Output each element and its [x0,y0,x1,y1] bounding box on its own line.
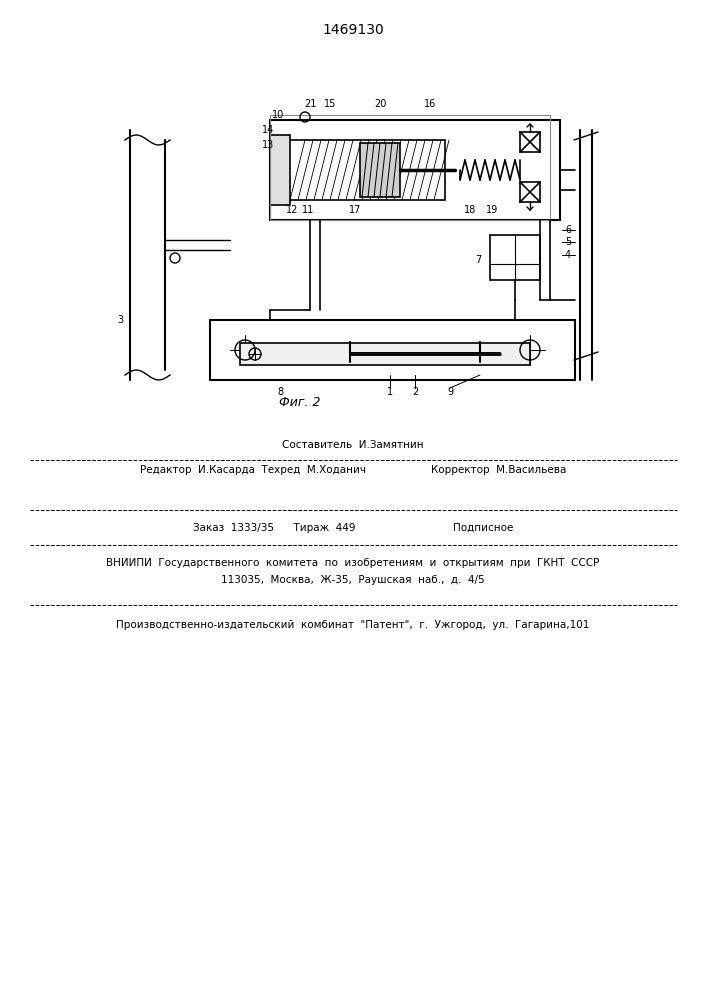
Text: 2: 2 [412,387,418,397]
Text: 9: 9 [447,387,453,397]
Bar [240,343,530,365]
Bar [270,115,550,220]
Text: 1469130: 1469130 [322,23,384,37]
Text: 113035,  Москва,  Ж-35,  Раушская  наб.,  д.  4/5: 113035, Москва, Ж-35, Раушская наб., д. … [221,575,485,585]
Text: 14: 14 [262,125,274,135]
Text: 12: 12 [286,205,298,215]
Bar [285,140,445,200]
Text: 13: 13 [262,140,274,150]
Text: 10: 10 [272,110,284,120]
Text: 17: 17 [349,205,361,215]
Text: 19: 19 [486,205,498,215]
Text: 15: 15 [324,99,337,109]
Text: Заказ  1333/35      Тираж  449                              Подписное: Заказ 1333/35 Тираж 449 Подписное [193,523,513,533]
Text: 8: 8 [277,387,283,397]
Text: 4: 4 [565,250,571,260]
Text: Фиг. 2: Фиг. 2 [279,395,321,408]
Text: 11: 11 [302,205,314,215]
Text: 3: 3 [117,315,123,325]
Text: 6: 6 [565,225,571,235]
Text: ВНИИПИ  Государственного  комитета  по  изобретениям  и  открытиям  при  ГКНТ  С: ВНИИПИ Государственного комитета по изоб… [106,558,600,568]
Bar [520,182,540,202]
Text: 21: 21 [304,99,316,109]
Bar [210,320,575,380]
Text: Редактор  И.Касарда  Техред  М.Ходанич                    Корректор  М.Васильева: Редактор И.Касарда Техред М.Ходанич Корр… [140,465,566,475]
Bar [270,135,290,205]
Text: 7: 7 [475,255,481,265]
Text: 16: 16 [424,99,436,109]
Text: 1: 1 [387,387,393,397]
Text: 20: 20 [374,99,386,109]
Bar [490,235,540,280]
Text: 5: 5 [565,237,571,247]
Text: 18: 18 [464,205,476,215]
Bar [360,143,400,197]
Bar [520,132,540,152]
Bar [270,120,560,220]
Text: Составитель  И.Замятнин: Составитель И.Замятнин [282,440,423,450]
Text: Производственно-издательский  комбинат  "Патент",  г.  Ужгород,  ул.  Гагарина,1: Производственно-издательский комбинат "П… [117,620,590,630]
